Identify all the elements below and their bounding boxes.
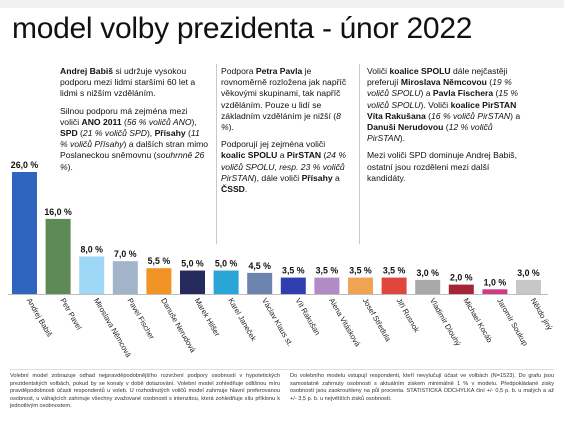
footer-sample: Do volebního modelu vstupují respondenti… [290, 373, 554, 402]
top-bar [0, 0, 564, 8]
bar-value-label: 4,5 % [248, 261, 271, 271]
category-label: Václav Klaus st. [260, 297, 295, 348]
category-label: Marek Hilšer [193, 297, 222, 339]
bar-value-label: 7,0 % [114, 249, 137, 259]
bar-3 [79, 256, 105, 294]
note-spolu-p1: Voliči koalice SPOLU dále nejčastěji pre… [367, 66, 521, 144]
note-spolu: Voliči koalice SPOLU dále nejčastěji pre… [367, 66, 525, 190]
category-label: Michael Kocáb [462, 297, 495, 345]
category-label: Jiří Rusnok [394, 297, 421, 335]
category-label: Vít Rakušan [294, 297, 322, 337]
category-label: Vladimír Dlouhý [428, 297, 463, 348]
bar-value-label: 2,0 % [450, 273, 473, 283]
bar-4 [112, 261, 138, 294]
bar-value-label: 3,0 % [416, 268, 439, 278]
bar-chart: 26,0 % Andrej Babiš 16,0 % Petr Pavel 8,0 % M… [8, 160, 555, 360]
bar-value-label: 26,0 % [11, 160, 39, 170]
bar-value-label: 3,5 % [282, 266, 305, 276]
bar-value-label: 5,0 % [181, 259, 204, 269]
bar-6 [180, 270, 205, 294]
bar-9 [280, 277, 306, 294]
category-label: Petr Pavel [58, 297, 83, 332]
category-label: Jaromír Soukup [495, 297, 530, 348]
bar-13 [415, 279, 441, 294]
category-label: Někdo jiný [529, 297, 555, 332]
category-label: Miroslava Němcová [92, 297, 134, 360]
bar-5 [146, 268, 172, 294]
footer-methodology: Volební model zobrazuje odhad nejpravděp… [10, 373, 280, 410]
bar-14 [448, 284, 474, 294]
note-pavel: Podpora Petra Pavla je rovnoměrně rozlož… [221, 66, 350, 201]
bar-value-label: 3,5 % [383, 266, 406, 276]
bar-15 [482, 289, 508, 294]
bar-10 [314, 277, 340, 294]
bar-value-label: 8,0 % [80, 244, 103, 254]
bar-value-label: 5,5 % [148, 256, 171, 266]
bar-1 [12, 172, 37, 294]
category-label: Pavel Fischer [126, 297, 157, 342]
bar-value-label: 3,5 % [349, 266, 372, 276]
bar-value-label: 16,0 % [44, 207, 72, 217]
divider-2 [359, 64, 360, 244]
category-label: Andrej Babiš [25, 297, 54, 339]
note-pavel-p2: Podporují jej zejména voliči koalic SPOL… [221, 139, 346, 195]
bar-16 [516, 279, 541, 294]
bar-8 [247, 272, 273, 294]
bar-2 [45, 218, 71, 294]
divider-1 [216, 64, 217, 244]
bar-11 [348, 277, 373, 294]
category-label: Danuše Nerudová [159, 297, 198, 355]
bar-12 [381, 277, 407, 294]
bar-value-label: 5,0 % [215, 259, 238, 269]
note-spolu-p2: Mezi voliči SPD dominuje Andrej Babiš, o… [367, 150, 517, 183]
category-label: Josef Středula [361, 297, 393, 344]
category-label: Karel Janeček [226, 297, 258, 343]
category-label: Alena Vitásková [327, 297, 362, 349]
note-babis-p1: Andrej Babiš si udržuje vysokou podporu … [60, 66, 196, 99]
note-pavel-p1: Podpora Petra Pavla je rovnoměrně rozlož… [221, 66, 347, 133]
bar-7 [213, 270, 239, 294]
bar-value-label: 3,0 % [517, 268, 540, 278]
bar-value-label: 3,5 % [316, 266, 339, 276]
page-title: model volby prezidenta - únor 2022 [12, 12, 473, 45]
bar-value-label: 1,0 % [484, 277, 507, 287]
note-babis-p2: Silnou podporu má zejména mezi voliči AN… [60, 105, 209, 172]
footer-separator [10, 369, 554, 370]
note-babis: Andrej Babiš si udržuje vysokou podporu … [60, 66, 209, 179]
